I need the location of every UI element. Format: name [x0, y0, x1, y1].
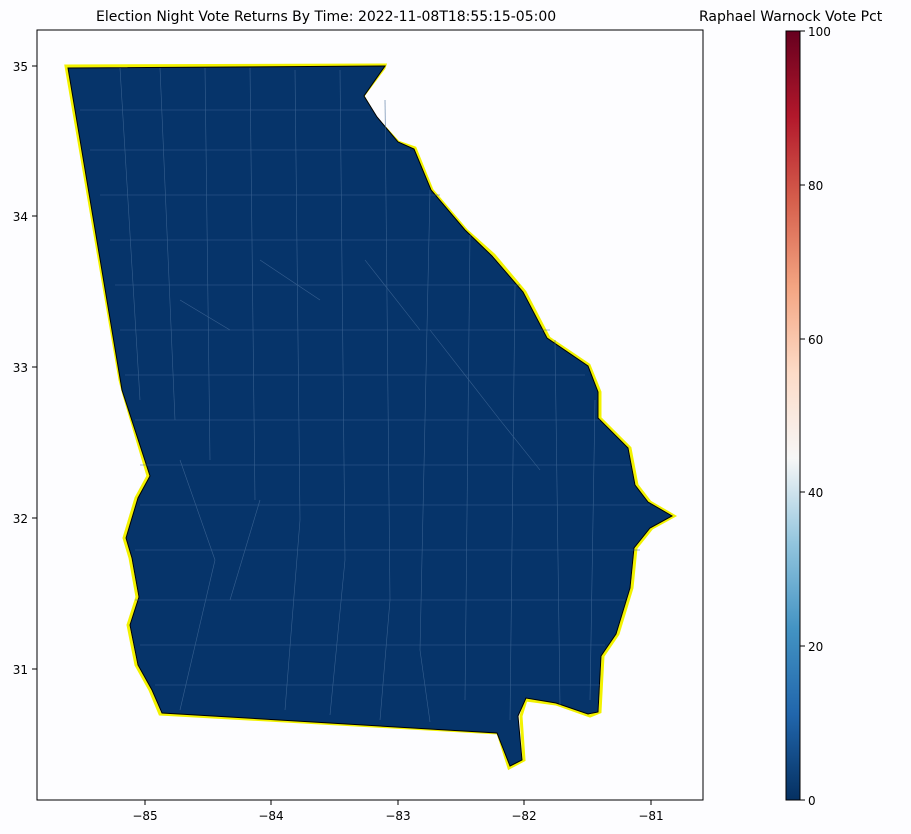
x-tick-label: −83: [385, 809, 410, 823]
map-title: Election Night Vote Returns By Time: 202…: [96, 9, 557, 25]
x-tick-label: −84: [258, 809, 283, 823]
colorbar-tick-label: 80: [808, 179, 823, 193]
colorbar-title: Raphael Warnock Vote Pct: [699, 9, 883, 25]
y-axis: [32, 65, 37, 670]
y-tick-label: 34: [13, 210, 28, 224]
x-tick-label: −82: [511, 809, 536, 823]
colorbar-tick-label: 0: [808, 794, 816, 808]
y-tick-label: 31: [13, 663, 28, 677]
colorbar: [785, 30, 801, 801]
colorbar-tick-label: 20: [808, 640, 823, 654]
y-tick-label: 35: [13, 60, 28, 74]
colorbar-tick-label: 100: [808, 25, 831, 39]
x-tick-label: −85: [132, 809, 157, 823]
colorbar-tick-label: 40: [808, 486, 823, 500]
x-axis: [144, 800, 652, 805]
colorbar-tick-label: 60: [808, 333, 823, 347]
y-tick-label: 33: [13, 361, 28, 375]
georgia-state-shape[interactable]: [67, 65, 674, 767]
state-halo: [64, 63, 678, 771]
colorbar-ticks: [800, 30, 805, 801]
x-tick-label: −81: [638, 809, 663, 823]
y-tick-label: 32: [13, 512, 28, 526]
county-lines: [80, 67, 650, 723]
